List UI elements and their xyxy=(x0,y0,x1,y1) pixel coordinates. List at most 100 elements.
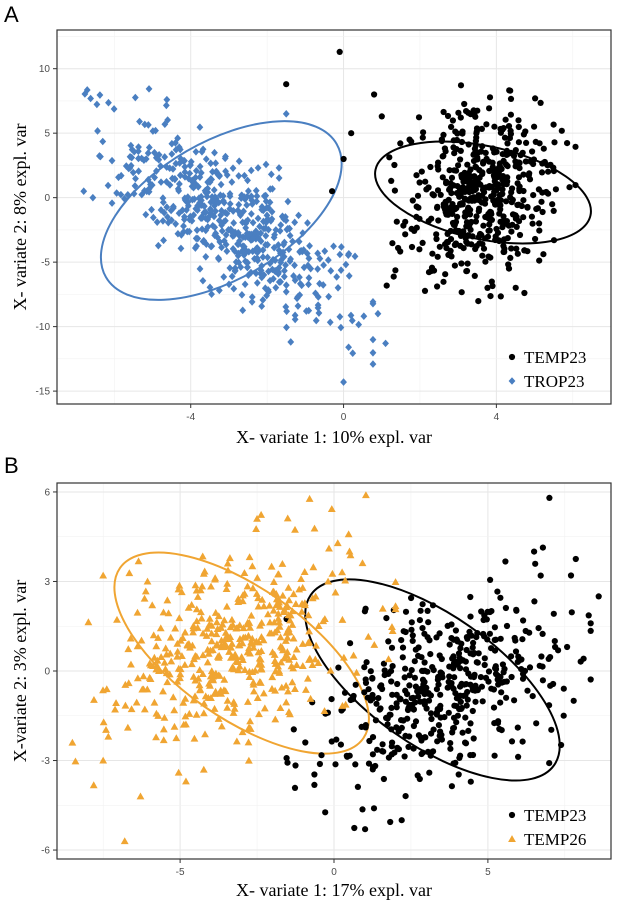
panel-b: B -5 0 5 6 3 0 -3 -6 TEMP23 TEMP26 X- variate 1:… xyxy=(4,453,612,900)
data-point-temp23 xyxy=(568,609,575,616)
data-point-temp23 xyxy=(475,650,482,657)
data-point-temp26 xyxy=(314,659,323,666)
data-point-temp26 xyxy=(166,633,175,641)
data-point-temp26 xyxy=(182,777,190,785)
data-point-temp23 xyxy=(434,676,441,683)
data-point-trop23 xyxy=(215,286,223,295)
data-point-trop23 xyxy=(166,181,174,189)
data-point-temp23 xyxy=(479,252,486,259)
legend-label-temp23: TEMP23 xyxy=(524,806,586,825)
data-point-trop23 xyxy=(194,206,201,215)
data-point-temp23 xyxy=(489,282,496,290)
data-point-temp26 xyxy=(173,652,182,660)
data-point-temp26 xyxy=(230,699,239,707)
data-point-trop23 xyxy=(220,237,228,245)
data-point-temp23 xyxy=(572,182,579,189)
data-point-trop23 xyxy=(296,273,303,282)
data-point-trop23 xyxy=(201,186,209,195)
data-point-trop23 xyxy=(263,211,271,220)
data-point-temp23 xyxy=(442,209,449,216)
data-point-trop23 xyxy=(231,266,239,275)
data-point-temp26 xyxy=(234,641,243,649)
data-point-temp23 xyxy=(427,163,434,171)
legend-marker-trop23 xyxy=(508,377,516,385)
data-point-temp23 xyxy=(508,185,516,192)
data-point-trop23 xyxy=(207,198,215,207)
data-point-temp23 xyxy=(478,148,485,155)
data-point-temp23 xyxy=(421,685,428,692)
data-point-temp23 xyxy=(546,494,553,501)
data-point-temp23 xyxy=(501,236,508,243)
data-point-temp26 xyxy=(345,547,354,555)
data-point-trop23 xyxy=(124,190,132,199)
data-point-trop23 xyxy=(208,193,216,201)
data-point-temp26 xyxy=(210,704,219,712)
legend-label-temp26: TEMP26 xyxy=(524,830,586,849)
data-point-temp26 xyxy=(222,585,231,593)
data-point-temp26 xyxy=(154,634,162,641)
data-point-trop23 xyxy=(196,173,204,181)
data-point-temp26 xyxy=(157,653,166,661)
data-point-temp26 xyxy=(214,612,223,620)
data-point-temp26 xyxy=(298,583,307,591)
data-point-temp23 xyxy=(461,213,468,220)
data-point-trop23 xyxy=(223,209,231,218)
data-point-temp26 xyxy=(243,618,252,626)
data-point-temp26 xyxy=(212,618,221,626)
data-point-temp26 xyxy=(244,631,253,639)
data-point-temp26 xyxy=(221,635,230,643)
data-point-temp26 xyxy=(269,606,278,614)
data-point-temp23 xyxy=(428,715,435,723)
data-point-temp23 xyxy=(373,700,380,707)
data-point-temp23 xyxy=(536,257,543,264)
data-point-trop23 xyxy=(167,206,175,215)
data-point-temp23 xyxy=(439,674,446,681)
data-point-temp23 xyxy=(445,196,452,203)
data-point-trop23 xyxy=(131,182,139,190)
data-point-trop23 xyxy=(241,250,249,258)
data-point-trop23 xyxy=(145,187,153,196)
data-point-temp26 xyxy=(271,660,280,667)
data-point-temp26 xyxy=(172,734,181,742)
data-point-trop23 xyxy=(218,221,225,229)
data-point-trop23 xyxy=(302,307,310,315)
data-point-trop23 xyxy=(185,174,192,183)
data-point-temp23 xyxy=(519,636,526,643)
data-point-trop23 xyxy=(135,143,142,151)
data-point-temp23 xyxy=(409,197,416,204)
data-point-trop23 xyxy=(211,223,219,232)
data-point-temp23 xyxy=(461,681,468,688)
data-point-temp23 xyxy=(529,693,536,700)
data-point-trop23 xyxy=(234,228,242,237)
data-point-temp23 xyxy=(447,185,454,192)
data-point-temp23 xyxy=(395,244,402,252)
data-point-temp26 xyxy=(282,603,291,611)
data-point-trop23 xyxy=(321,247,329,255)
data-point-temp26 xyxy=(320,707,329,714)
data-point-temp23 xyxy=(473,213,480,220)
data-point-temp23 xyxy=(490,686,497,693)
data-point-temp26 xyxy=(258,595,267,603)
data-point-trop23 xyxy=(262,197,270,206)
data-point-temp23 xyxy=(383,615,390,622)
data-point-temp23 xyxy=(455,771,462,778)
data-point-temp23 xyxy=(365,686,372,693)
data-point-temp23 xyxy=(462,196,469,203)
data-point-temp23 xyxy=(543,188,550,196)
data-point-temp23 xyxy=(535,625,542,632)
data-point-trop23 xyxy=(237,263,245,271)
data-point-temp23 xyxy=(416,775,423,783)
data-point-trop23 xyxy=(303,249,311,258)
data-point-temp26 xyxy=(201,692,210,700)
data-point-temp23 xyxy=(448,123,455,130)
data-point-temp26 xyxy=(300,568,309,575)
data-point-temp23 xyxy=(552,643,559,651)
data-point-temp23 xyxy=(366,737,373,745)
data-point-trop23 xyxy=(202,240,210,248)
data-point-temp23 xyxy=(489,164,496,171)
data-point-temp23 xyxy=(458,640,465,647)
data-point-trop23 xyxy=(229,164,237,172)
data-point-temp26 xyxy=(182,720,190,728)
data-point-temp26 xyxy=(311,592,320,600)
data-point-temp23 xyxy=(465,141,472,148)
